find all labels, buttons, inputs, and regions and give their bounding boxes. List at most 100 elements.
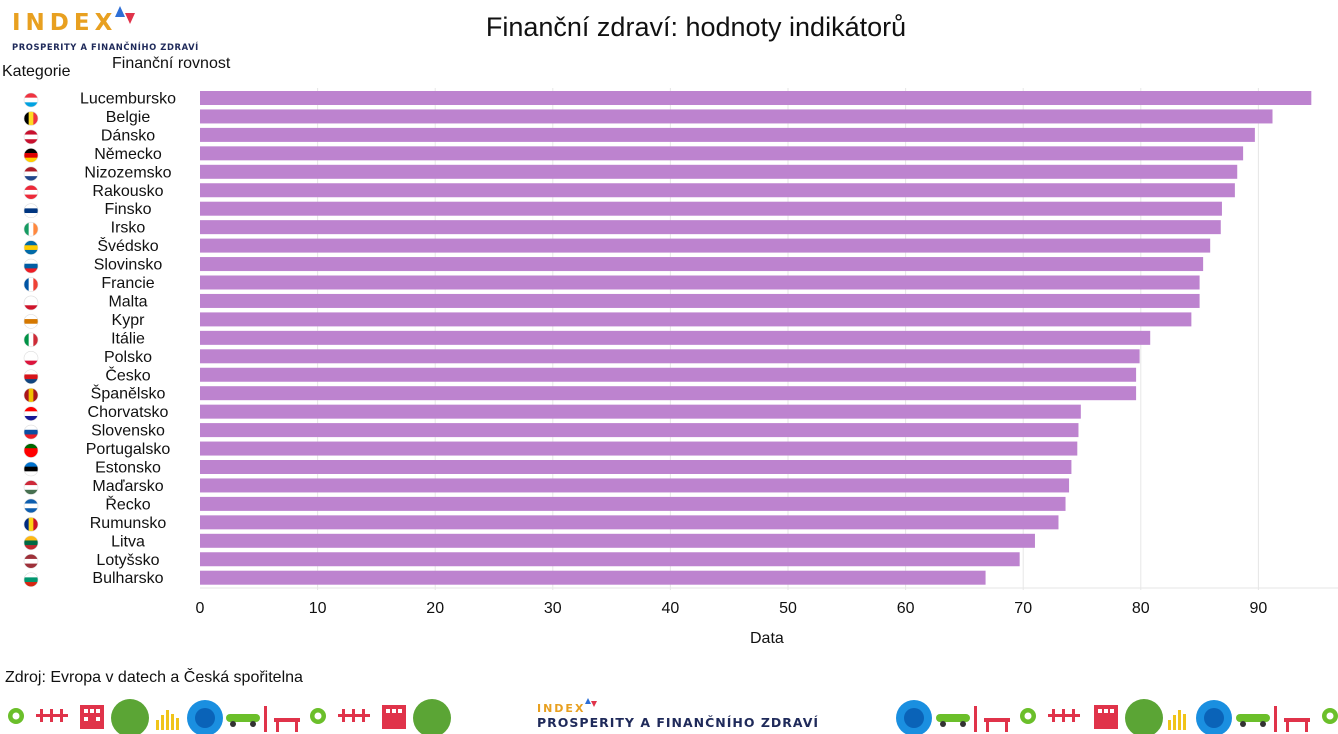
- category-label: Bulharsko: [92, 570, 163, 587]
- category-label: Rumunsko: [90, 515, 167, 532]
- category-label: Polsko: [104, 349, 152, 366]
- hill-icon: [413, 699, 451, 734]
- footer-icon-strip-right: [896, 699, 1338, 734]
- source-note: Zdroj: Evropa v datech a Česká spořiteln…: [5, 669, 303, 686]
- flag-icon: [23, 111, 39, 126]
- flag-icon: [23, 424, 39, 440]
- fence-icon: [1048, 709, 1080, 722]
- x-tick-label: 10: [309, 600, 327, 617]
- flag-icon: [23, 480, 39, 495]
- logo-word: INDEX: [12, 10, 118, 36]
- flag-icon: [23, 221, 39, 237]
- fence-icon: [338, 709, 370, 722]
- car-icon: [1236, 714, 1270, 727]
- flag-icon: [23, 92, 39, 108]
- category-label: Nizozemsko: [84, 164, 171, 181]
- x-tick-label: 40: [662, 600, 680, 617]
- category-label: Slovinsko: [94, 257, 163, 274]
- flag-icon: [23, 295, 39, 311]
- category-label: Lotyšsko: [96, 552, 159, 569]
- x-tick-label: 80: [1132, 600, 1150, 617]
- flag-icon: [23, 277, 39, 292]
- flag-icon: [23, 553, 39, 569]
- bar: [200, 423, 1079, 438]
- category-label: Dánsko: [101, 127, 155, 144]
- bar: [200, 146, 1244, 161]
- street-lamp-bench-icon: [264, 706, 300, 732]
- x-tick-label: 60: [897, 600, 915, 617]
- x-tick-label: 70: [1014, 600, 1032, 617]
- category-label: Francie: [101, 275, 154, 292]
- logo-triangle-down-icon: [591, 701, 597, 707]
- logo-tagline: PROSPERITY A FINANČNÍHO ZDRAVÍ: [537, 715, 820, 730]
- x-tick-label: 30: [544, 600, 562, 617]
- bar: [200, 478, 1070, 493]
- bar: [200, 367, 1137, 382]
- building-icon: [80, 705, 104, 729]
- bar: [200, 164, 1238, 179]
- chart-subtitle: Finanční rovnost: [112, 55, 231, 72]
- bar: [200, 533, 1035, 548]
- building-icon: [382, 705, 406, 729]
- bar: [200, 201, 1222, 216]
- category-label: Litva: [111, 533, 145, 550]
- flag-icon: [23, 148, 39, 163]
- category-label: Česko: [105, 365, 150, 384]
- bar: [200, 460, 1072, 474]
- logo-triangle-up-icon: [585, 698, 591, 704]
- bar: [200, 238, 1211, 253]
- bar: [200, 275, 1200, 290]
- water-drop-icon: [187, 700, 223, 734]
- bar: [200, 330, 1151, 345]
- gear-icon: [8, 708, 24, 724]
- y-axis-label: Kategorie: [2, 63, 71, 80]
- logo-tagline: PROSPERITY A FINANČNÍHO ZDRAVÍ: [12, 42, 199, 52]
- bar: [200, 441, 1078, 456]
- bar-chart-icon: [156, 710, 179, 730]
- flag-icon: [23, 369, 39, 385]
- bar: [200, 109, 1273, 124]
- water-drop-icon: [896, 700, 932, 734]
- bar: [200, 404, 1081, 419]
- bar: [200, 570, 986, 585]
- category-label: Švédsko: [97, 236, 158, 255]
- bar: [200, 349, 1140, 364]
- hill-icon: [111, 699, 149, 734]
- street-lamp-bench-icon: [1274, 706, 1310, 732]
- gear-icon: [310, 708, 326, 724]
- category-label: Chorvatsko: [88, 404, 169, 421]
- water-drop-icon: [1196, 700, 1232, 734]
- category-label: Slovensko: [91, 423, 165, 440]
- category-label: Finsko: [104, 201, 151, 218]
- bar-chart-icon: [1168, 710, 1186, 730]
- bar: [200, 293, 1200, 308]
- bar: [200, 183, 1235, 198]
- category-label: Řecko: [105, 494, 150, 513]
- flag-icon: [23, 535, 39, 551]
- flag-icon: [23, 332, 39, 348]
- category-label: Rakousko: [92, 183, 163, 200]
- bar: [200, 257, 1204, 272]
- category-label: Španělsko: [91, 384, 166, 403]
- bar: [200, 312, 1192, 327]
- category-label: Kypr: [112, 312, 146, 329]
- category-label: Belgie: [106, 109, 151, 126]
- x-tick-label: 50: [779, 600, 797, 617]
- flag-icon: [23, 258, 39, 274]
- chart-title: Finanční zdraví: hodnoty indikátorů: [485, 12, 907, 42]
- flag-icon: [23, 129, 39, 145]
- index-logo: INDEX PROSPERITY A FINANČNÍHO ZDRAVÍ: [12, 4, 222, 54]
- bar: [200, 515, 1059, 530]
- flag-icons: [23, 92, 39, 588]
- street-lamp-bench-icon: [974, 706, 1010, 732]
- x-tick-label: 0: [196, 600, 205, 617]
- flag-icon: [23, 517, 39, 532]
- flag-icon: [23, 203, 39, 218]
- flag-icon: [23, 498, 39, 514]
- logo-triangle-down-icon: [125, 13, 135, 24]
- category-label: Portugalsko: [86, 441, 171, 458]
- bar: [200, 220, 1221, 235]
- bar: [200, 496, 1066, 511]
- x-axis-label: Data: [750, 630, 784, 647]
